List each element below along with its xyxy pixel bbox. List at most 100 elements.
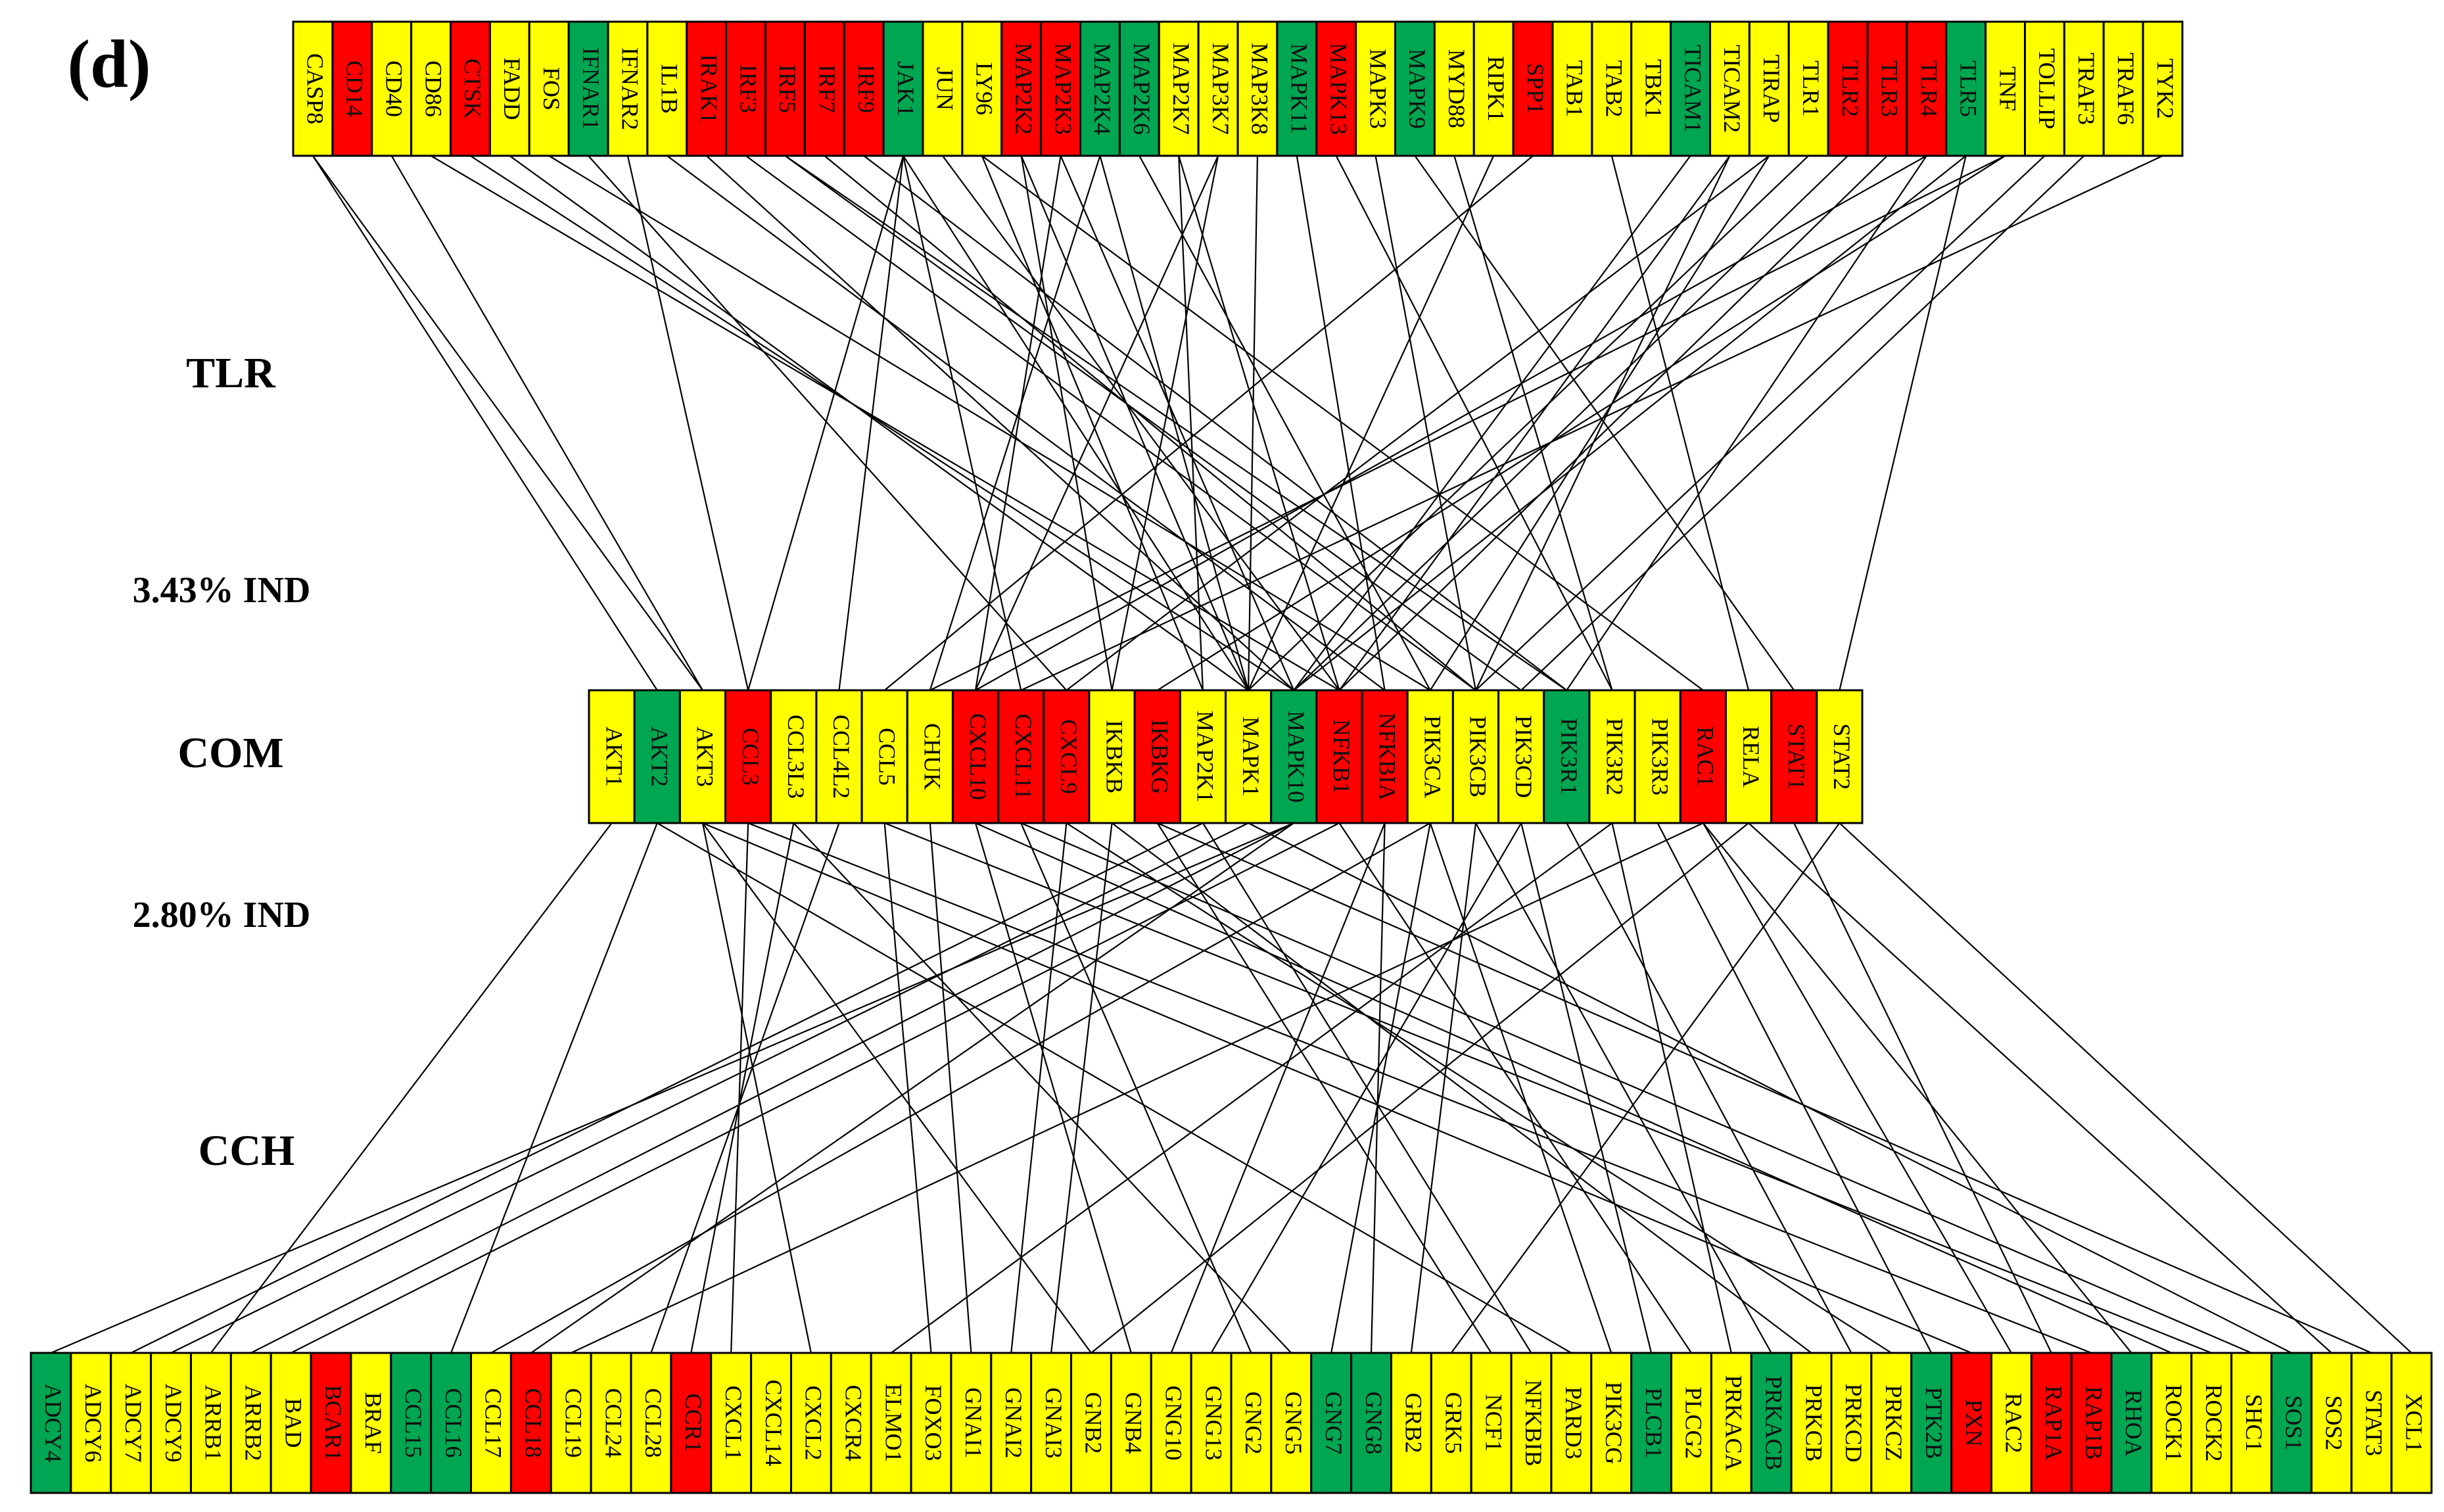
gene-label: IRF7 [814, 64, 840, 113]
gene-box [1350, 1352, 1392, 1494]
gene-box [1088, 689, 1136, 824]
gene-box [1543, 689, 1591, 824]
gene-label: MAP2K7 [1168, 43, 1194, 135]
gene-rows: CASP8 CD14 CD40 CD86 CTSK FADD FOS IFNAR1 IFNAR2… [30, 20, 2433, 1494]
edge [1611, 822, 1732, 1354]
gene-label: PRKACA [1721, 1375, 1747, 1471]
gene-box [1472, 20, 1515, 157]
edge [1050, 822, 1113, 1354]
gene-label: CCL5 [874, 728, 900, 786]
gene-box [1451, 689, 1500, 824]
gene-label: NFKBIA [1374, 713, 1400, 801]
edge [1657, 822, 1933, 1354]
edge [863, 155, 1568, 691]
edge [981, 155, 1704, 691]
edge [1066, 155, 1770, 691]
gene-label: GNG10 [1160, 1386, 1187, 1461]
gene-label: CXCL2 [801, 1385, 827, 1460]
gene-label: CXCL10 [965, 713, 991, 800]
gene-label: CHUK [920, 723, 946, 790]
edge [1429, 822, 1612, 1354]
gene-label: ADCY6 [80, 1383, 106, 1462]
gene-label: PIK3CG [1601, 1381, 1627, 1464]
edge [903, 155, 1250, 691]
gene-box [830, 1352, 872, 1494]
gene-label: IRF3 [735, 64, 761, 113]
edge [1566, 822, 1852, 1354]
gene-box [2390, 1352, 2433, 1494]
gene-box [710, 1352, 753, 1494]
gene-label: NCF1 [1480, 1394, 1507, 1452]
edge [571, 822, 1704, 1354]
edge [1566, 155, 1927, 691]
gene-label: CTSK [459, 59, 486, 119]
edge [1178, 155, 1340, 691]
edge [1748, 822, 2332, 1354]
gene-box [2110, 1352, 2153, 1494]
edge [1520, 155, 2085, 691]
edge [1793, 822, 2052, 1354]
gene-label: TOLLIP [2034, 48, 2060, 129]
gene-box [1315, 689, 1363, 824]
edge [51, 822, 1294, 1354]
gene-box [2030, 1352, 2073, 1494]
gene-label: JAK1 [893, 61, 919, 116]
gene-box [997, 689, 1045, 824]
gene-box [229, 1352, 272, 1494]
gene-box [1679, 689, 1727, 824]
gene-label: PIK3R3 [1647, 718, 1673, 795]
gene-label: TAB2 [1601, 60, 1628, 117]
edge [745, 155, 1476, 691]
ind-label: 2.80% IND [133, 895, 311, 935]
gene-label: SHC1 [2241, 1394, 2267, 1452]
gene-box [1390, 1352, 1432, 1494]
gene-label: PXN [1961, 1399, 1987, 1446]
edge [942, 155, 1340, 691]
edge [1170, 822, 1386, 1354]
gene-label: JUN [932, 67, 958, 110]
edge [250, 822, 1294, 1354]
gene-label: ROCK1 [2161, 1384, 2187, 1461]
edge [824, 155, 1476, 691]
gene-label: MAPK1 [1238, 717, 1264, 797]
gene-label: STAT1 [1783, 723, 1810, 790]
gene-label: CXCR4 [841, 1384, 867, 1461]
gene-box [1158, 20, 1200, 157]
gene-label: IRF9 [853, 64, 880, 113]
edge [793, 822, 1292, 1354]
gene-label: FOXO3 [920, 1384, 947, 1461]
edge [884, 822, 2212, 1354]
edge [1020, 822, 2252, 1354]
gene-box [270, 1352, 312, 1494]
edge [291, 822, 1340, 1354]
gene-box [1827, 20, 1869, 157]
gene-box [410, 20, 452, 157]
gene-label: CCL24 [600, 1388, 626, 1457]
edge [1474, 155, 1731, 691]
edge [530, 822, 1294, 1354]
edge [1330, 822, 1431, 1354]
gene-box [350, 1352, 392, 1494]
row-label: COM [177, 729, 283, 777]
gene-label: MAP2K6 [1129, 43, 1155, 135]
gene-box [310, 1352, 352, 1494]
gene-label: IKBKG [1146, 719, 1173, 794]
gene-box [1512, 20, 1554, 157]
edge [588, 155, 1068, 691]
gene-box [2142, 20, 2184, 157]
gene-box [1750, 1352, 1793, 1494]
gene-box [371, 20, 413, 157]
edge [1010, 822, 1068, 1354]
gene-box [1710, 1352, 1752, 1494]
gene-box [1866, 20, 1908, 157]
gene-box [2230, 1352, 2273, 1494]
edge [1157, 822, 2372, 1354]
gene-box [110, 1352, 153, 1494]
gene-box [815, 689, 863, 824]
gene-box [331, 20, 373, 157]
gene-label: FADD [499, 57, 525, 120]
gene-label: MAPK9 [1404, 49, 1430, 129]
gene-box [2350, 1352, 2393, 1494]
gene-box [509, 1352, 552, 1494]
edge [1156, 822, 1492, 1354]
